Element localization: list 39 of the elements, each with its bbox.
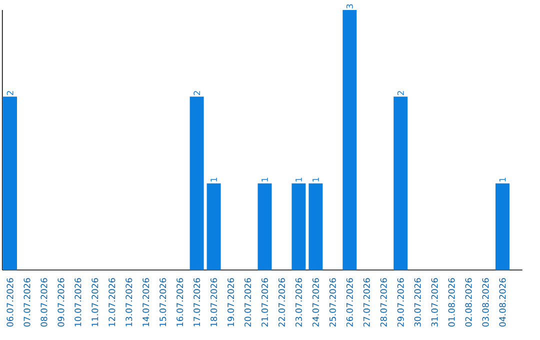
x-tick-label: 07.07.2026 <box>24 278 30 327</box>
x-tick-label: 06.07.2026 <box>6 278 14 327</box>
x-tick-label: 03.08.2026 <box>482 278 489 327</box>
x-tick-label: 14.07.2026 <box>142 278 150 326</box>
x-tick-label: 23.07.2026 <box>295 278 302 327</box>
data-label: 2 <box>194 91 200 96</box>
x-tick-label: 01.08.2026 <box>448 278 455 327</box>
x-tick-label: 31.07.2026 <box>431 278 438 327</box>
x-tick-label: 30.07.2026 <box>414 278 421 327</box>
data-label: 2 <box>397 91 404 96</box>
x-tick-label: 20.07.2026 <box>244 278 252 327</box>
x-tick-label: 17.07.2026 <box>194 278 200 326</box>
x-tick-label: 09.07.2026 <box>58 278 64 327</box>
x-tick-label: 12.07.2026 <box>108 278 116 326</box>
data-label: 2 <box>6 91 14 96</box>
x-tick-label: 26.07.2026 <box>346 278 353 327</box>
x-tick-label: 18.07.2026 <box>210 278 218 326</box>
x-tick-label: 27.07.2026 <box>363 278 370 327</box>
x-tick-label: 08.07.2026 <box>40 278 48 327</box>
x-tick-label: 29.07.2026 <box>397 278 404 327</box>
x-tick-label: 13.07.2026 <box>126 278 132 326</box>
x-tick-label: 24.07.2026 <box>312 278 319 327</box>
data-label: 3 <box>346 4 353 8</box>
data-label: 1 <box>210 178 217 182</box>
x-tick-label: 04.08.2026 <box>499 278 506 327</box>
x-tick-label: 10.07.2026 <box>74 278 82 326</box>
x-tick-label: 19.07.2026 <box>228 278 234 326</box>
x-tick-label: 16.07.2026 <box>176 278 184 326</box>
data-label: 1 <box>499 178 506 182</box>
data-label: 1 <box>296 178 302 182</box>
x-tick-label: 15.07.2026 <box>160 278 166 326</box>
x-tick-label: 02.08.2026 <box>465 278 472 327</box>
data-label: 1 <box>312 178 319 182</box>
x-tick-label: 25.07.2026 <box>329 278 336 327</box>
x-tick-label: 28.07.2026 <box>380 278 387 327</box>
x-tick-label: 21.07.2026 <box>261 278 268 327</box>
x-tick-label: 11.07.2026 <box>92 278 98 326</box>
data-label: 1 <box>262 178 268 182</box>
x-tick-label: 22.07.2026 <box>278 278 285 327</box>
